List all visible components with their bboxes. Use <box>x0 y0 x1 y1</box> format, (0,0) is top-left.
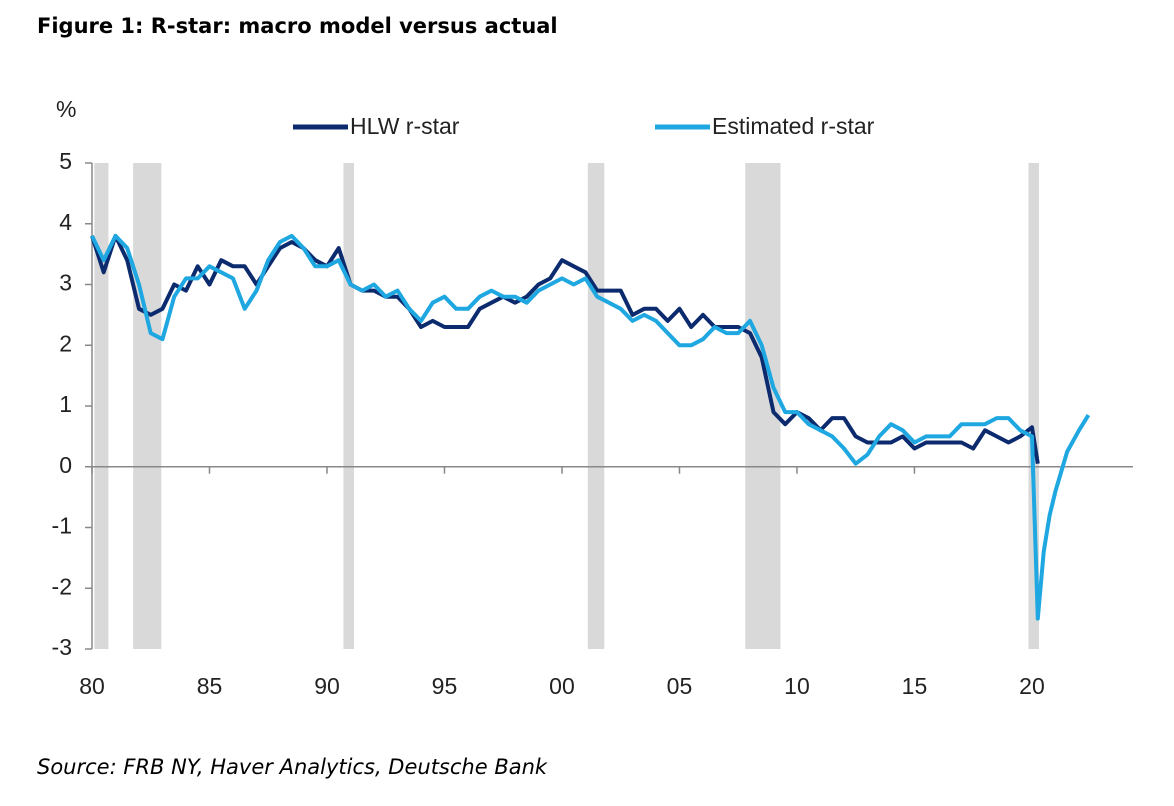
legend-label: Estimated r-star <box>712 113 875 139</box>
recession-shade <box>745 163 781 649</box>
y-tick-label: 3 <box>59 270 72 296</box>
y-tick-label: 5 <box>59 148 72 174</box>
recession-shade <box>1028 163 1040 649</box>
x-tick-label: 00 <box>549 673 575 699</box>
x-tick-label: 10 <box>784 673 810 699</box>
source-note: Source: FRB NY, Haver Analytics, Deutsch… <box>37 755 548 779</box>
x-tick-label: 15 <box>902 673 928 699</box>
y-axis-label: % <box>56 96 76 122</box>
y-tick-label: 1 <box>59 391 72 417</box>
recession-shade <box>94 163 109 649</box>
y-tick-label: 0 <box>59 452 72 478</box>
x-tick-label: 20 <box>1019 673 1045 699</box>
recession-shade <box>343 163 355 649</box>
legend-label: HLW r-star <box>350 113 460 139</box>
x-tick-label: 85 <box>197 673 223 699</box>
y-tick-label: 4 <box>59 209 72 235</box>
x-tick-label: 90 <box>314 673 340 699</box>
x-tick-label: 05 <box>667 673 693 699</box>
y-tick-label: -2 <box>52 573 72 599</box>
y-tick-label: 2 <box>59 330 72 356</box>
series-line <box>90 233 1040 465</box>
y-tick-label: -3 <box>52 634 72 660</box>
chart-title: Figure 1: R-star: macro model versus act… <box>37 14 558 38</box>
recession-shade <box>133 163 162 649</box>
x-tick-label: 95 <box>432 673 458 699</box>
recession-shade <box>587 163 605 649</box>
x-tick-label: 80 <box>79 673 105 699</box>
y-tick-label: -1 <box>52 513 72 539</box>
series-line <box>90 233 1091 621</box>
